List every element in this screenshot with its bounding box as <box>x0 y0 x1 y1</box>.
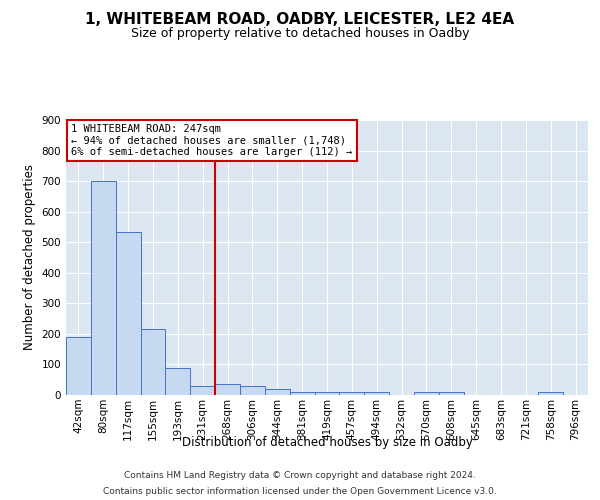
Bar <box>66 337 91 395</box>
Text: Size of property relative to detached houses in Oadby: Size of property relative to detached ho… <box>131 28 469 40</box>
Bar <box>265 389 290 395</box>
Bar <box>91 181 116 395</box>
Bar <box>290 392 314 395</box>
Bar <box>166 368 190 395</box>
Bar <box>340 392 364 395</box>
Bar <box>439 392 464 395</box>
Bar <box>414 392 439 395</box>
Text: Contains HM Land Registry data © Crown copyright and database right 2024.: Contains HM Land Registry data © Crown c… <box>124 472 476 480</box>
Bar <box>538 392 563 395</box>
Text: 1 WHITEBEAM ROAD: 247sqm
← 94% of detached houses are smaller (1,748)
6% of semi: 1 WHITEBEAM ROAD: 247sqm ← 94% of detach… <box>71 124 352 158</box>
Bar <box>140 330 166 395</box>
Bar <box>215 384 240 395</box>
Text: Contains public sector information licensed under the Open Government Licence v3: Contains public sector information licen… <box>103 486 497 496</box>
Bar <box>116 232 140 395</box>
Bar <box>240 386 265 395</box>
Text: 1, WHITEBEAM ROAD, OADBY, LEICESTER, LE2 4EA: 1, WHITEBEAM ROAD, OADBY, LEICESTER, LE2… <box>85 12 515 28</box>
Bar <box>190 386 215 395</box>
Text: Distribution of detached houses by size in Oadby: Distribution of detached houses by size … <box>182 436 472 449</box>
Bar <box>364 392 389 395</box>
Y-axis label: Number of detached properties: Number of detached properties <box>23 164 36 350</box>
Bar <box>314 392 340 395</box>
